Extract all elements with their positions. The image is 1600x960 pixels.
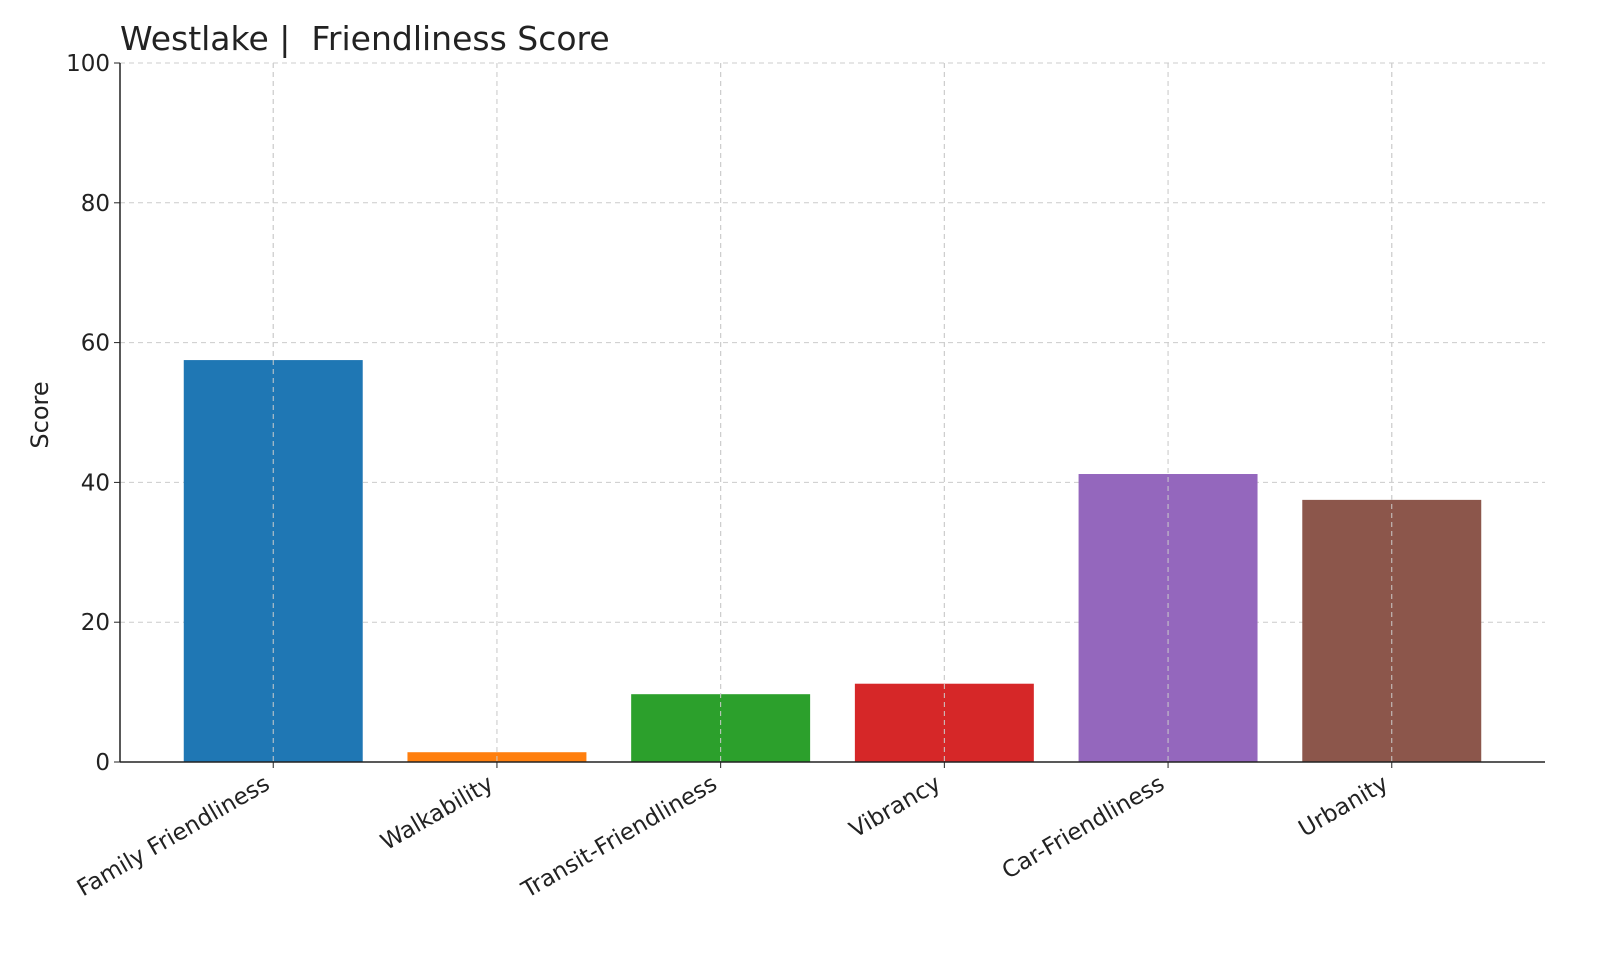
y-axis-label: Score bbox=[26, 381, 54, 448]
y-tick-label: 60 bbox=[81, 331, 110, 357]
y-tick-label: 40 bbox=[81, 470, 110, 496]
y-tick-label: 0 bbox=[95, 750, 110, 776]
chart-title: Westlake | Friendliness Score bbox=[120, 19, 610, 58]
x-tick-label: Car-Friendliness bbox=[998, 771, 1169, 885]
x-tick-label: Urbanity bbox=[1294, 771, 1392, 843]
y-tick-label: 20 bbox=[81, 610, 110, 636]
y-tick-label: 80 bbox=[81, 191, 110, 217]
x-tick-label: Transit-Friendliness bbox=[517, 771, 722, 904]
x-tick-label: Walkability bbox=[377, 771, 498, 856]
x-tick-label: Vibrancy bbox=[845, 771, 945, 844]
y-tick-label: 100 bbox=[66, 51, 110, 77]
x-tick-label: Family Friendliness bbox=[73, 771, 274, 902]
